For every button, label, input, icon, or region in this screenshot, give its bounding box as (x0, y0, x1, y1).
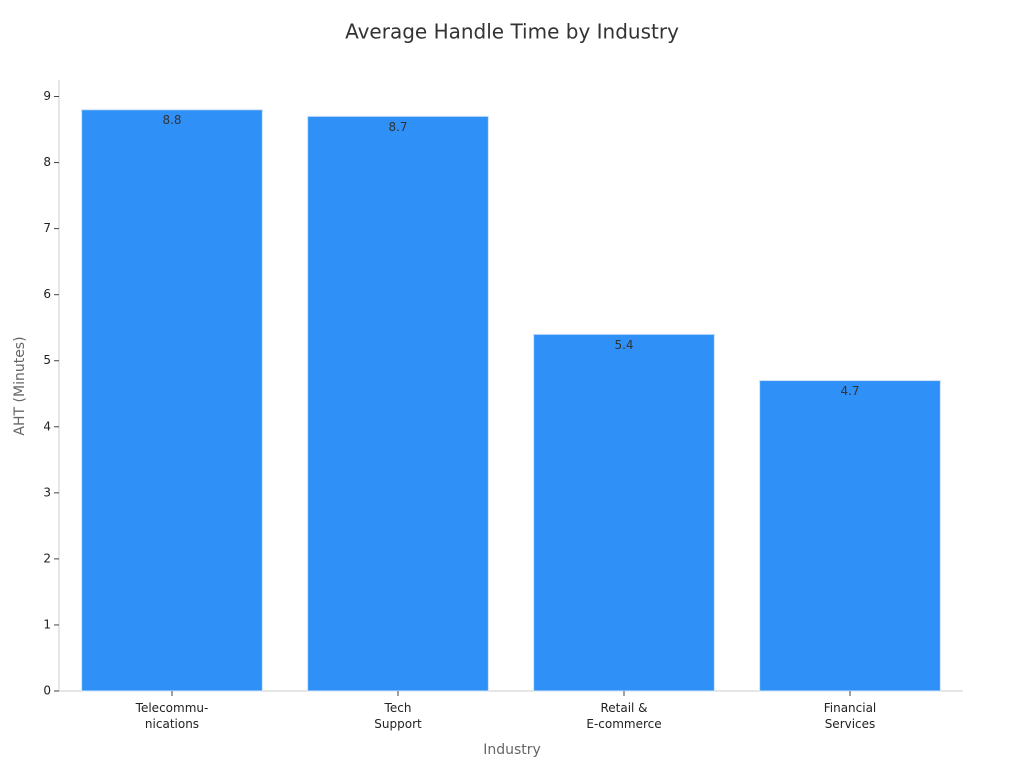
y-tick-label: 5 (43, 353, 51, 367)
value-label: 8.7 (388, 120, 407, 134)
x-tick-label: Retail & E-commerce (586, 701, 661, 731)
chart-title: Average Handle Time by Industry (345, 20, 679, 44)
y-tick-label: 9 (43, 89, 51, 103)
bar (307, 115, 489, 692)
y-tick-label: 7 (43, 221, 51, 235)
y-tick-label: 4 (43, 419, 51, 433)
value-label: 4.7 (840, 384, 859, 398)
x-tick-label: Tech Support (374, 701, 422, 731)
x-tick-label: Telecommu-nications (135, 701, 209, 731)
x-axis-label: Industry (483, 742, 541, 758)
value-label: 5.4 (614, 338, 633, 352)
bar (533, 333, 715, 692)
y-tick-label: 3 (43, 485, 51, 499)
y-axis-label: AHT (Minutes) (12, 336, 28, 435)
bar (759, 380, 941, 692)
y-tick-label: 1 (43, 617, 51, 631)
bar (81, 109, 263, 692)
value-label: 8.8 (162, 113, 181, 127)
y-tick-label: 6 (43, 287, 51, 301)
y-tick-label: 0 (43, 684, 51, 698)
y-tick-label: 8 (43, 155, 51, 169)
x-tick-label: Financial Services (824, 701, 877, 731)
y-tick-label: 2 (43, 551, 51, 565)
